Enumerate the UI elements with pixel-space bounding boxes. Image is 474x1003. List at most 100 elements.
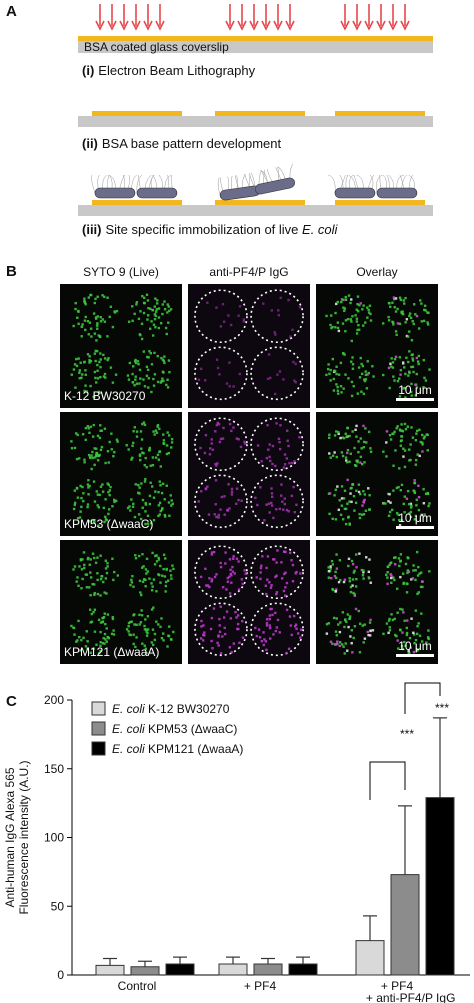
cell-signal [149,352,152,355]
cell-signal [127,378,131,381]
cell-signal [387,514,391,518]
cell-signal [392,375,395,378]
cell-signal [74,432,78,435]
cell-signal [327,436,331,439]
cell-signal [109,305,113,309]
bsa-pattern [92,200,182,205]
cell-signal [102,353,105,357]
cell-signal [144,568,148,571]
cell-signal [112,629,115,632]
cell-signal [98,360,101,364]
cell-signal [106,358,109,362]
cell-signal [79,649,82,652]
cell-signal [143,624,146,628]
cell-signal [86,503,90,506]
cell-signal [114,373,118,376]
spot-outline [194,474,248,529]
cell-signal [335,383,338,386]
cell-signal [403,640,406,644]
cell-signal [428,368,431,371]
cell-signal [86,353,90,356]
cell-signal [328,492,332,495]
cell-signal [104,622,107,626]
cell-signal [91,583,94,586]
cell-signal [79,484,82,488]
cell-signal [339,578,342,582]
cell-signal [282,466,286,469]
cell-signal [293,625,297,628]
cell-signal [135,303,138,306]
cell-signal [157,458,161,461]
cell-signal [77,584,80,588]
cell-signal [159,321,163,325]
cell-signal [170,504,173,507]
cell-signal [94,297,97,301]
cell-signal [74,386,77,389]
cell-signal [347,557,351,561]
cell-signal [360,568,364,572]
cell-signal [95,339,98,342]
cell-signal [425,641,428,644]
y-tick-label: 150 [44,762,64,776]
cell-signal [162,379,165,383]
cell-signal [410,365,413,369]
cell-signal [96,572,99,575]
cell-signal [407,360,410,364]
cell-signal [351,562,355,566]
cell-signal [342,306,345,309]
cell-signal [81,558,84,561]
scale-bar [396,526,434,529]
cell-signal [386,570,389,574]
cell-signal [142,565,145,568]
scale-bar-label: 10 μm [398,383,432,397]
cell-signal [299,636,302,639]
cell-signal [360,390,363,393]
cell-signal [84,302,87,306]
cell-signal [389,501,392,504]
cell-signal [293,510,296,514]
cell-signal [93,463,96,467]
cell-signal [167,501,171,504]
cell-signal [235,437,239,440]
cell-signal [344,618,347,621]
cell-signal [396,322,400,325]
step-caption: (i) Electron Beam Lithography [82,63,256,78]
cell-signal [342,497,346,500]
cell-body [255,177,295,195]
cell-signal [84,438,87,442]
cell-signal [137,317,141,321]
cell-signal [226,580,230,583]
cell-signal [260,639,264,643]
cell-signal [353,569,356,573]
cell-signal [392,576,395,579]
cell-signal [217,513,220,517]
cell-signal [80,496,83,500]
cell-signal [72,324,75,328]
cell-signal [382,501,385,505]
cell-signal [80,376,83,380]
cell-signal [390,576,393,580]
cell-signal [262,302,265,305]
cell-signal [342,387,345,390]
cell-signal [150,320,153,323]
cell-signal [137,554,141,558]
cell-signal [390,574,393,577]
cell-signal [395,427,398,430]
cell-body [219,185,261,201]
cell-signal [369,319,373,322]
cell-signal [278,447,282,451]
cell-signal [204,379,207,382]
cell-signal [92,395,95,399]
cell-signal [208,585,211,589]
cell-signal [290,633,293,637]
cell-signal [395,333,398,336]
cell-signal [127,448,130,451]
cell-signal [340,485,344,488]
cell-signal [294,572,297,575]
cell-signal [219,605,222,608]
cell-signal [421,443,424,446]
cell-signal [83,319,87,322]
legend-label: E. coli KPM53 (ΔwaaC) [112,722,237,736]
cell-signal [355,553,358,556]
cell-signal [403,619,406,622]
